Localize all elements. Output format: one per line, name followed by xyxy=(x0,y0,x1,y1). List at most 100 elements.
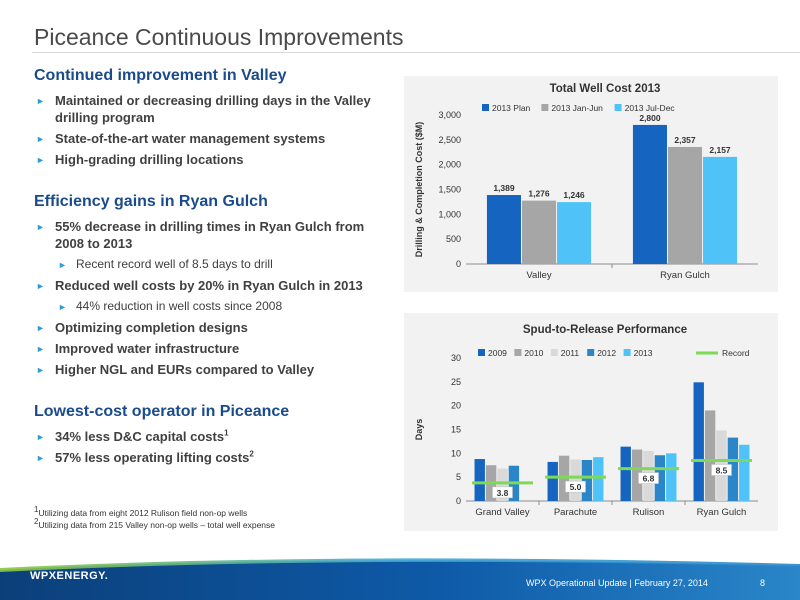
bullet-text: Higher NGL and EURs compared to Valley xyxy=(55,362,315,377)
bullet-item: ► Maintained or decreasing drilling days … xyxy=(34,92,394,126)
bullet-text: State-of-the-art water management system… xyxy=(55,131,326,146)
legend-label: 2013 xyxy=(634,348,653,358)
record-label: 5.0 xyxy=(570,482,582,492)
footnote-text: Utilizing data from eight 2012 Rulison f… xyxy=(38,508,248,518)
bullet-item: ► Improved water infrastructure xyxy=(34,340,394,357)
x-tick-label: Parachute xyxy=(554,507,597,518)
bar xyxy=(667,146,703,264)
bullet-arrow-icon: ► xyxy=(36,453,45,463)
bar xyxy=(704,410,716,501)
total-well-cost-svg: Total Well Cost 2013 2013 Plan 2013 Jan-Ju… xyxy=(414,83,758,281)
y-tick-label: 2,500 xyxy=(438,135,461,145)
bullet-item: ► Optimizing completion designs xyxy=(34,319,394,336)
bullet-arrow-icon: ► xyxy=(36,344,45,354)
bar xyxy=(632,124,667,264)
x-tick-label: Rulison xyxy=(633,507,665,518)
bar xyxy=(497,468,508,501)
legend-label: 2013 Jul-Dec xyxy=(625,103,676,113)
bullet-text: Recent record well of 8.5 days to drill xyxy=(76,257,273,271)
bullet-text: High-grading drilling locations xyxy=(55,152,244,167)
legend-label: 2011 xyxy=(561,348,580,358)
bullet-arrow-icon: ► xyxy=(58,302,67,312)
chart-title: Spud-to-Release Performance xyxy=(523,324,687,336)
legend-label: 2013 Jan-Jun xyxy=(551,103,603,113)
section-ryan-gulch: Efficiency gains in Ryan Gulch ► 55% decr… xyxy=(34,192,394,378)
bullet-item: ► State-of-the-art water management syste… xyxy=(34,130,394,147)
y-tick-label: 10 xyxy=(451,448,461,458)
data-label: 2,157 xyxy=(709,145,731,155)
bullet-item: ► 34% less D&C capital costs1 xyxy=(34,428,394,445)
bar xyxy=(570,459,581,501)
y-tick-label: 2,000 xyxy=(438,160,461,170)
bar xyxy=(739,444,750,501)
footnote-mark: 2 xyxy=(34,517,39,527)
page-number: 8 xyxy=(760,578,766,588)
y-tick-label: 0 xyxy=(456,496,461,506)
bullet-arrow-icon: ► xyxy=(36,134,45,144)
sub-bullet-item: ► Recent record well of 8.5 days to drill xyxy=(34,256,394,273)
y-tick-label: 15 xyxy=(451,425,461,435)
bullet-text: Maintained or decreasing drilling days i… xyxy=(55,93,371,125)
y-tick-label: 500 xyxy=(446,234,461,244)
y-tick-label: 1,500 xyxy=(438,185,461,195)
record-label: 3.8 xyxy=(497,488,509,498)
legend-swatch xyxy=(587,349,595,356)
bullet-list: ► 34% less D&C capital costs1 ► 57% less o… xyxy=(34,428,394,466)
bar xyxy=(654,455,666,501)
bullet-arrow-icon: ► xyxy=(36,155,45,165)
legend-swatch xyxy=(541,104,549,111)
spud-to-release-chart: Spud-to-Release Performance 2009 2010 2011 2… xyxy=(404,313,778,531)
section-heading: Lowest-cost operator in Piceance xyxy=(34,403,290,420)
y-tick-label: 3,000 xyxy=(438,110,461,120)
record-label-box xyxy=(492,486,513,499)
bullet-arrow-icon: ► xyxy=(36,323,45,333)
record-label: 6.8 xyxy=(643,474,655,484)
y-tick-label: 25 xyxy=(451,377,461,387)
legend-label: 2012 xyxy=(597,348,616,358)
y-axis-title: Days xyxy=(414,419,424,441)
x-tick-label: Grand Valley xyxy=(475,507,529,518)
x-tick-label: Ryan Gulch xyxy=(697,507,747,518)
footnote-ref: 1 xyxy=(224,428,229,438)
y-tick-label: 20 xyxy=(451,401,461,411)
legend-swatch xyxy=(478,349,485,356)
bar xyxy=(620,446,631,501)
bullet-arrow-icon: ► xyxy=(36,96,45,106)
footer-band xyxy=(0,556,800,600)
section-lowest-cost: Lowest-cost operator in Piceance ► 34% le… xyxy=(34,402,394,466)
data-label: 1,389 xyxy=(493,183,515,193)
bar xyxy=(666,453,677,501)
bullet-item: ► High-grading drilling locations xyxy=(34,151,394,168)
footer-swoosh xyxy=(0,558,800,600)
bar xyxy=(474,459,485,501)
bar xyxy=(727,437,739,501)
legend-label: 2010 xyxy=(524,348,543,358)
y-tick-label: 5 xyxy=(456,472,461,482)
legend-swatch xyxy=(514,349,522,356)
y-tick-label: 1,000 xyxy=(438,209,461,219)
total-well-cost-chart: Total Well Cost 2013 2013 Plan 2013 Jan-Ju… xyxy=(404,76,778,292)
title-divider xyxy=(32,52,800,53)
footnote-ref: 2 xyxy=(249,449,254,459)
legend-swatch xyxy=(550,349,558,356)
bullet-item: ► 57% less operating lifting costs2 xyxy=(34,449,394,466)
y-tick-label: 30 xyxy=(451,353,461,363)
section-heading: Continued improvement in Valley xyxy=(34,67,287,84)
legend-label: 2013 Plan xyxy=(492,103,531,113)
bar xyxy=(703,156,738,264)
bar xyxy=(547,461,558,501)
data-label: 2,800 xyxy=(639,113,661,123)
bullet-arrow-icon: ► xyxy=(36,222,45,232)
bullet-list: ► Maintained or decreasing drilling days … xyxy=(34,92,394,168)
bullet-text: Reduced well costs by 20% in Ryan Gulch … xyxy=(55,278,363,293)
wpx-logo: WPXENERGY. xyxy=(30,570,109,582)
section-heading: Efficiency gains in Ryan Gulch xyxy=(34,193,268,210)
bullet-content: Continued improvement in Valley ► Maintai… xyxy=(34,66,394,470)
section-valley: Continued improvement in Valley ► Maintai… xyxy=(34,66,394,168)
bullet-item: ► Higher NGL and EURs compared to Valley xyxy=(34,361,394,378)
record-label: 8.5 xyxy=(716,465,728,475)
legend-swatch xyxy=(482,104,489,111)
footnote: 1Utilizing data from eight 2012 Rulison … xyxy=(34,506,275,519)
bullet-text: Optimizing completion designs xyxy=(55,320,248,335)
